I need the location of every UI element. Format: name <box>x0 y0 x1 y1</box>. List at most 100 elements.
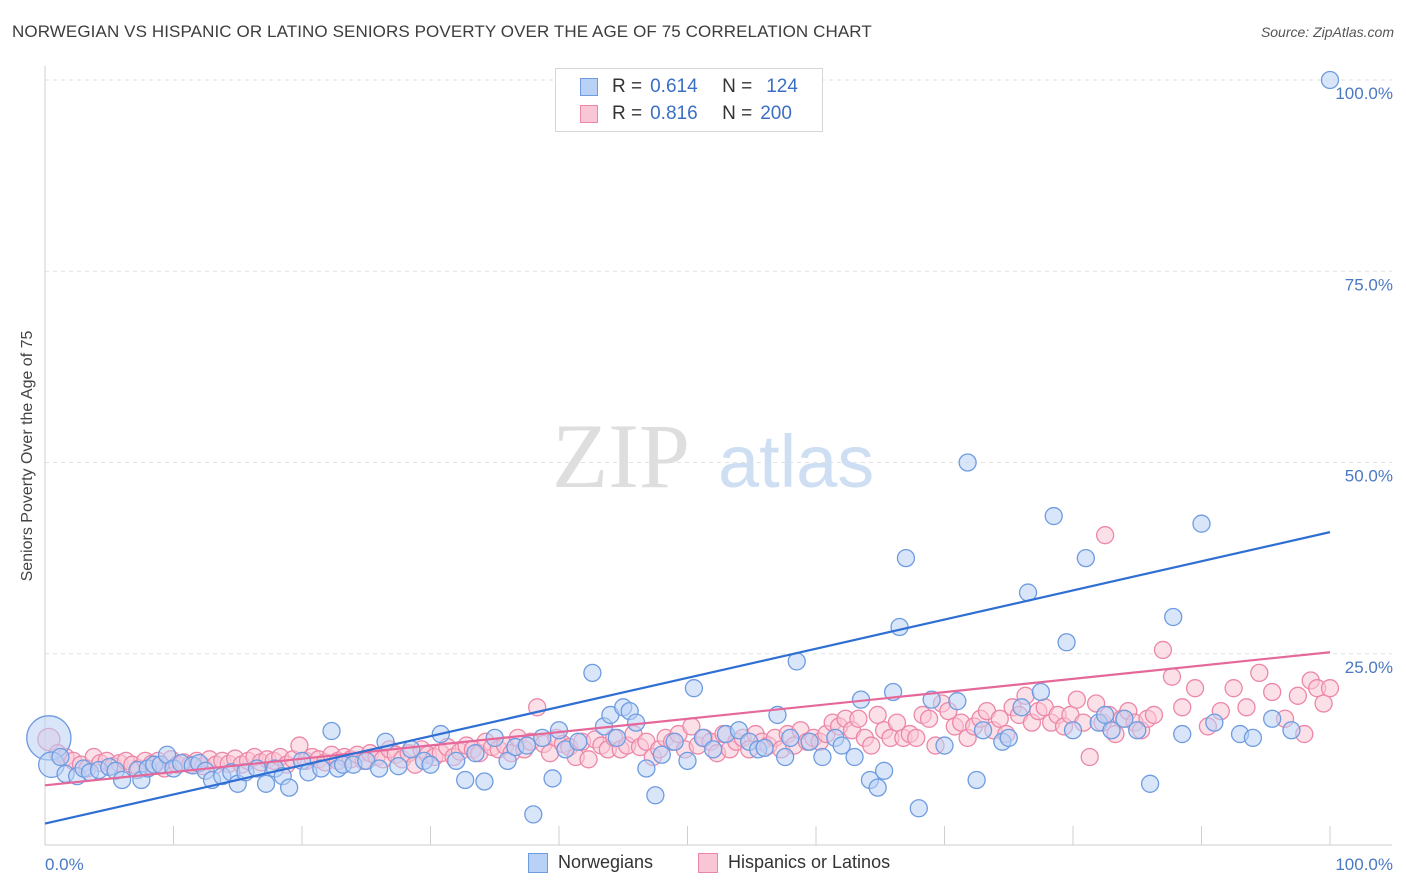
hispanic-point <box>1237 698 1256 717</box>
norwegian-point <box>524 805 543 824</box>
r-label: R = <box>612 76 643 97</box>
x-tick-label: 0.0% <box>45 855 84 874</box>
hispanic-point <box>868 705 887 725</box>
stats-row-hispanics: R = 0.816 N = 200 <box>556 101 792 127</box>
norwegian-point <box>896 548 916 568</box>
hispanic-points <box>37 526 1340 778</box>
hispanic-point <box>1224 679 1243 698</box>
norwegians-swatch <box>580 78 598 96</box>
norwegian-point <box>112 770 132 790</box>
norwegian-point <box>637 759 656 778</box>
norwegian-trend-line <box>44 531 1331 825</box>
hispanic-point <box>990 709 1009 728</box>
hispanic-point <box>1067 690 1087 709</box>
norwegian-point <box>832 736 851 755</box>
norwegian-point <box>421 755 440 774</box>
hispanic-point <box>1263 682 1282 702</box>
norwegian-point <box>958 453 977 472</box>
hispanic-point <box>1314 694 1333 713</box>
norwegian-point <box>776 747 795 767</box>
norwegian-point <box>447 751 466 770</box>
x-tick-labels: 0.0% 100.0% <box>45 855 1393 874</box>
norwegian-point <box>1243 728 1263 748</box>
hispanic-point <box>1144 705 1164 725</box>
hispanic-point <box>1153 640 1173 660</box>
hispanic-point <box>1185 679 1205 698</box>
norwegian-point <box>922 690 941 709</box>
hispanic-point <box>1080 747 1099 767</box>
y-tick-label: 75.0% <box>1345 275 1393 294</box>
norwegian-point <box>1057 633 1076 652</box>
r-value: 0.614 <box>650 76 698 97</box>
norwegian-point <box>1173 724 1192 744</box>
hispanic-point <box>1095 526 1115 545</box>
norwegian-point <box>1095 705 1115 725</box>
norwegian-point <box>1012 698 1031 717</box>
norwegian-point <box>389 757 408 776</box>
norwegian-point <box>1102 721 1121 740</box>
norwegian-point <box>466 744 485 763</box>
norwegian-point <box>909 799 928 818</box>
norwegian-point <box>646 786 665 805</box>
norwegian-point <box>517 736 537 755</box>
hispanic-point <box>1320 679 1340 698</box>
norwegian-point <box>1320 70 1340 90</box>
norwegian-point <box>1192 514 1211 533</box>
axes <box>44 66 1392 846</box>
chart-title: NORWEGIAN VS HISPANIC OR LATINO SENIORS … <box>12 22 872 41</box>
n-value: 124 <box>766 76 798 97</box>
y-tick-label: 25.0% <box>1345 658 1393 677</box>
norwegian-point <box>583 663 602 683</box>
r-value: 0.816 <box>650 103 698 124</box>
norwegian-point <box>935 736 954 755</box>
norwegian-point <box>874 761 894 780</box>
hispanic-point <box>887 713 907 732</box>
hispanic-point <box>1173 698 1192 717</box>
norwegian-point <box>868 778 887 797</box>
stats-row-norwegians: R = 0.614 N = 124 <box>556 74 798 100</box>
hispanic-point <box>1162 667 1182 686</box>
norwegian-point <box>999 728 1018 748</box>
norwegian-point <box>684 679 704 698</box>
stats-box: R = 0.614 N = 124 R = 0.816 N = 200 <box>555 68 823 132</box>
norwegian-point <box>1063 721 1083 740</box>
y-tick-label: 100.0% <box>1335 84 1393 103</box>
watermark-atlas: atlas <box>718 420 874 503</box>
source-label: Source: ZipAtlas.com <box>1260 24 1394 40</box>
legend-label-hispanics: Hispanics or Latinos <box>728 852 891 872</box>
n-label: N = <box>722 76 753 97</box>
legend-item-hispanics[interactable]: Hispanics or Latinos <box>698 852 890 873</box>
norwegian-point <box>1115 709 1134 728</box>
legend-swatch-hispanics <box>698 852 718 873</box>
legend-item-norwegians[interactable]: Norwegians <box>528 852 653 873</box>
norwegian-point <box>1140 774 1160 793</box>
norwegian-point <box>693 728 713 748</box>
norwegian-point <box>1044 506 1063 526</box>
hispanic-point <box>579 750 598 769</box>
watermark-zip: ZIP <box>552 405 690 507</box>
x-tick-label: 100.0% <box>1335 855 1393 874</box>
norwegian-point <box>1076 548 1095 568</box>
norwegian-point <box>890 617 909 637</box>
norwegian-point <box>51 747 70 767</box>
norwegian-point <box>729 721 749 740</box>
hispanic-point <box>919 709 939 728</box>
norwegian-point <box>813 747 832 767</box>
r-label: R = <box>612 103 643 124</box>
norwegian-point <box>1205 713 1224 732</box>
norwegian-point <box>607 728 626 748</box>
norwegian-point <box>498 751 517 770</box>
norwegian-point <box>475 772 494 791</box>
norwegian-point <box>678 751 697 770</box>
norwegian-point <box>781 728 800 748</box>
norwegian-point <box>967 770 986 790</box>
chart-legend: Norwegians Hispanics or Latinos <box>0 852 1406 878</box>
norwegian-points <box>26 70 1340 824</box>
norwegian-point <box>256 774 276 793</box>
norwegian-point <box>322 721 341 741</box>
norwegian-point <box>1128 721 1147 740</box>
hispanic-point <box>1250 663 1269 683</box>
norwegian-point <box>652 745 671 764</box>
norwegian-point <box>369 759 389 778</box>
